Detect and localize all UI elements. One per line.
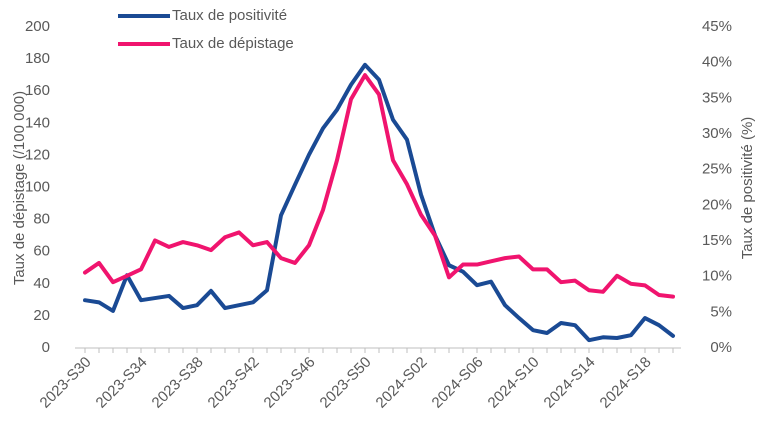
y2-tick-label: 10% — [702, 268, 732, 285]
series-line — [83, 62, 675, 343]
y2-tick-label: 0% — [710, 339, 732, 356]
y-tick-label: 200 — [25, 18, 50, 35]
x-tick-label: 2024-S06 — [429, 354, 487, 412]
y-tick-label: 40 — [33, 275, 50, 292]
y2-tick-label: 20% — [702, 196, 732, 213]
y2-tick-label: 5% — [710, 303, 732, 320]
y2-tick-label: 25% — [702, 161, 732, 178]
y-tick-label: 20 — [33, 307, 50, 324]
x-tick-label: 2023-S34 — [93, 354, 151, 412]
y-tick-label: 100 — [25, 178, 50, 195]
y2-tick-label: 30% — [702, 125, 732, 142]
x-tick-label: 2023-S30 — [37, 354, 95, 412]
y-tick-label: 80 — [33, 211, 50, 228]
y-tick-label: 0 — [42, 339, 50, 356]
y2-tick-label: 15% — [702, 232, 732, 249]
y2-axis-title: Taux de positivité (%) — [739, 117, 756, 260]
y2-tick-label: 40% — [702, 54, 732, 71]
y2-tick-label: 45% — [702, 18, 732, 35]
y-tick-label: 160 — [25, 82, 50, 99]
x-tick-label: 2024-S10 — [485, 354, 543, 412]
y-tick-label: 180 — [25, 50, 50, 67]
x-tick-label: 2024-S18 — [597, 354, 655, 412]
x-tick-label: 2023-S50 — [317, 354, 375, 412]
x-tick-label: 2024-S14 — [541, 354, 599, 412]
x-tick-label: 2024-S02 — [373, 354, 431, 412]
legend-label: Taux de positivité — [172, 7, 287, 24]
y-axis-title: Taux de dépistage (/100 000) — [11, 91, 28, 285]
y-tick-label: 140 — [25, 114, 50, 131]
y-tick-label: 120 — [25, 146, 50, 163]
x-tick-label: 2023-S46 — [261, 354, 319, 412]
x-tick-label: 2023-S38 — [149, 354, 207, 412]
x-tick-label: 2023-S42 — [205, 354, 263, 412]
series-line — [83, 73, 675, 299]
legend-label: Taux de dépistage — [172, 35, 294, 52]
y-tick-label: 60 — [33, 243, 50, 260]
y2-tick-label: 35% — [702, 89, 732, 106]
